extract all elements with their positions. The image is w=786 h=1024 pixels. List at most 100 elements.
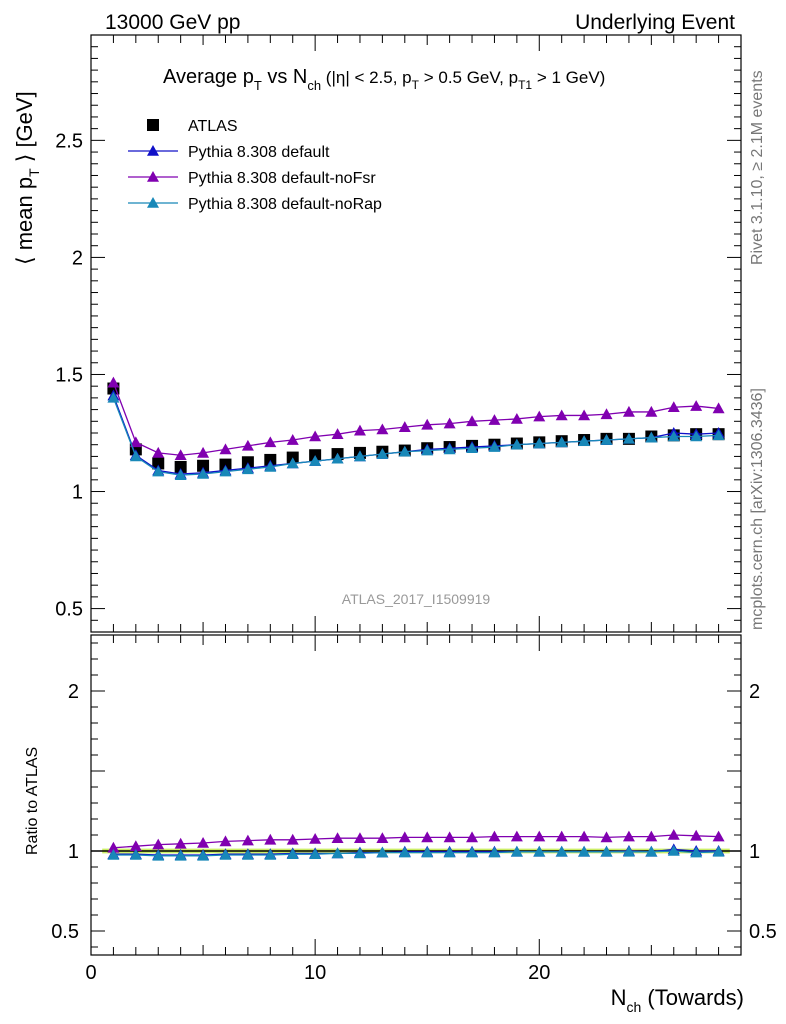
data-point: [286, 833, 299, 845]
x-tick-label: 10: [304, 962, 326, 984]
data-point: [174, 449, 187, 461]
data-point: [667, 430, 680, 442]
data-point: [107, 391, 120, 403]
series-atlas: [107, 382, 725, 473]
legend-item: ATLAS: [147, 118, 238, 135]
data-point: [488, 414, 501, 425]
data-point: [331, 428, 344, 439]
data-point: [578, 830, 591, 842]
data-point: [398, 831, 411, 843]
data-point: [690, 829, 703, 841]
data-point: [398, 445, 411, 457]
data-point: [376, 832, 389, 843]
legend-label: Pythia 8.308 default-noFsr: [188, 170, 376, 187]
data-point: [107, 376, 120, 388]
data-point: [488, 830, 501, 842]
data-point: [353, 424, 366, 436]
data-point: [264, 436, 277, 448]
ratio-y-axis-label: Ratio to ATLAS: [24, 747, 41, 855]
series-line: [112, 382, 719, 456]
ratio-y-tick-label-right: 1: [749, 841, 760, 863]
data-point: [353, 847, 366, 859]
data-point: [219, 465, 232, 477]
data-point: [443, 443, 456, 455]
legend-label: ATLAS: [188, 118, 238, 135]
ratio-y-tick-label: 0.5: [51, 921, 79, 943]
main-y-tick-label: 2.5: [55, 130, 83, 152]
main-axis-ticks: 0.5 1 1.5 2 2.5: [55, 34, 742, 632]
data-point: [107, 841, 120, 853]
legend-marker: [147, 119, 159, 131]
data-point: [690, 400, 703, 411]
data-point: [264, 833, 277, 845]
main-plot-frame: [90, 34, 742, 633]
series-line: [113, 850, 719, 857]
data-point: [197, 459, 210, 472]
main-title: Average pT vs Nch (|η| < 2.5, pT > 0.5 G…: [163, 66, 605, 93]
data-point: [443, 846, 456, 858]
data-point: [129, 840, 142, 851]
data-point: [219, 849, 232, 860]
data-point: [219, 443, 232, 455]
data-point: [286, 848, 299, 859]
data-point: [174, 469, 187, 480]
main-y-tick-label: 2: [72, 247, 83, 269]
ratio-series-layer: [107, 829, 725, 861]
header-left: 13000 GeV pp: [105, 11, 240, 34]
data-point: [241, 834, 254, 846]
ratio-y-tick-label-right: 2: [749, 681, 760, 703]
legend-item: Pythia 8.308 default-noRap: [128, 196, 382, 213]
data-point: [197, 446, 210, 458]
data-point: [555, 830, 568, 842]
data-point: [129, 450, 142, 462]
data-point: [488, 846, 501, 858]
data-point: [578, 845, 591, 857]
data-point: [510, 830, 523, 842]
data-point: [600, 831, 613, 843]
main-y-tick-label: 0.5: [55, 599, 83, 621]
data-point: [197, 467, 210, 479]
data-point: [533, 845, 546, 857]
data-point: [622, 845, 635, 857]
data-point: [129, 436, 142, 448]
data-point: [645, 405, 658, 417]
data-point: [555, 845, 568, 857]
analysis-watermark: ATLAS_2017_I1509919: [342, 591, 491, 607]
data-point: [712, 402, 725, 414]
data-point: [510, 412, 523, 424]
data-point: [488, 441, 501, 452]
data-point: [443, 417, 456, 429]
main-y-axis-label: ⟨ mean pT ⟩ [GeV]: [12, 91, 42, 265]
data-point: [622, 405, 635, 417]
ratio-y-tick-label-right: 0.5: [749, 921, 777, 943]
main-series-layer: [107, 376, 725, 480]
data-point: [533, 830, 546, 842]
data-point: [331, 847, 344, 859]
legend-label: Pythia 8.308 default: [188, 144, 330, 161]
data-point: [241, 439, 254, 451]
data-point: [376, 846, 389, 858]
data-point: [533, 437, 546, 449]
legend-marker: [147, 171, 159, 182]
data-point: [376, 448, 389, 459]
data-point: [622, 432, 635, 444]
data-point: [264, 460, 277, 472]
series-pythia-8-308-default-norap: [107, 845, 725, 861]
data-point: [466, 442, 479, 454]
data-point: [466, 846, 479, 858]
main-y-tick-label: 1: [72, 482, 83, 504]
data-point: [690, 846, 703, 858]
x-axis-label: Nch (Towards): [611, 985, 744, 1015]
data-point: [107, 849, 120, 860]
series-pythia-8-308-default-nofsr: [107, 376, 725, 461]
legend-marker: [147, 197, 159, 208]
series-line: [113, 834, 719, 849]
data-point: [129, 849, 142, 860]
data-point: [555, 436, 568, 448]
data-point: [466, 415, 479, 427]
data-point: [152, 849, 165, 861]
data-point: [667, 845, 680, 856]
data-point: [600, 845, 613, 857]
data-point: [510, 845, 523, 857]
